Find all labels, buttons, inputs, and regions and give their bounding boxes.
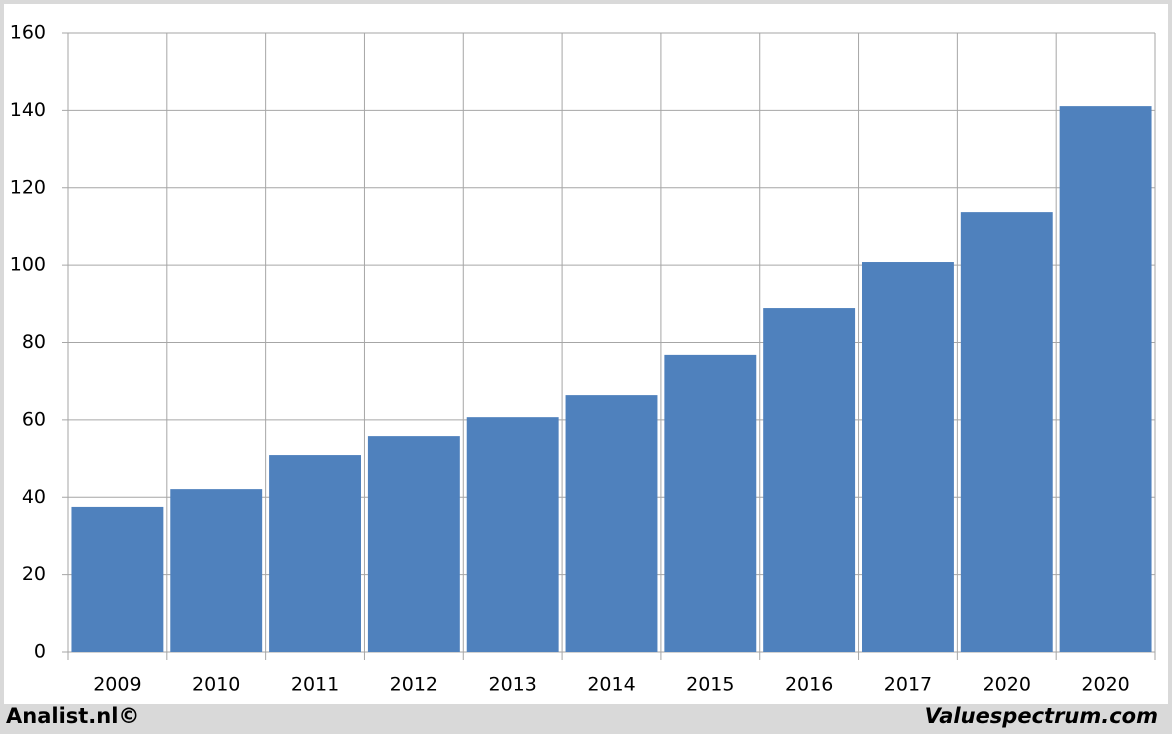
bar — [269, 455, 361, 652]
y-tick-label: 100 — [10, 254, 46, 276]
x-tick-label: 2017 — [884, 674, 932, 696]
x-tick-label: 2011 — [291, 674, 339, 696]
x-tick-label: 2010 — [192, 674, 240, 696]
x-tick-label: 2012 — [390, 674, 438, 696]
y-tick-label: 40 — [22, 486, 46, 508]
bar — [664, 354, 757, 652]
x-tick-label: 2014 — [587, 674, 635, 696]
x-tick-label: 2020 — [983, 674, 1031, 696]
bar — [862, 262, 954, 652]
y-tick-label: 120 — [10, 176, 46, 198]
y-tick-label: 140 — [10, 99, 46, 121]
bar — [960, 212, 1053, 653]
bar — [763, 308, 856, 652]
footer-left: Analist.nl© — [6, 704, 139, 728]
bar — [1059, 106, 1152, 652]
x-tick-label: 2015 — [686, 674, 734, 696]
y-tick-label: 20 — [22, 563, 46, 585]
x-tick-label: 2016 — [785, 674, 833, 696]
bar — [565, 395, 658, 652]
x-tick-label: 2013 — [489, 674, 537, 696]
y-tick-label: 80 — [22, 331, 46, 353]
y-tick-label: 160 — [10, 22, 46, 44]
bar — [71, 506, 164, 652]
footer-right: Valuespectrum.com — [925, 704, 1158, 728]
y-tick-label: 60 — [22, 408, 46, 430]
bar — [170, 489, 263, 652]
x-tick-label: 2020 — [1081, 674, 1129, 696]
bar — [466, 417, 559, 652]
x-tick-label: 2009 — [93, 674, 141, 696]
bar — [367, 436, 460, 652]
y-tick-label: 0 — [34, 641, 46, 663]
